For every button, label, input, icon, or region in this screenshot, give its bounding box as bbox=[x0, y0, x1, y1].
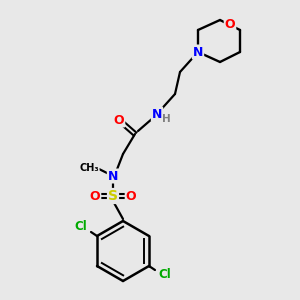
Text: H: H bbox=[162, 114, 170, 124]
Text: N: N bbox=[152, 107, 162, 121]
Text: N: N bbox=[108, 169, 118, 182]
Text: O: O bbox=[90, 190, 100, 202]
Text: CH₃: CH₃ bbox=[79, 163, 99, 173]
Text: S: S bbox=[108, 189, 118, 203]
Text: N: N bbox=[193, 46, 203, 59]
Text: O: O bbox=[114, 113, 124, 127]
Text: Cl: Cl bbox=[75, 220, 87, 233]
Text: Cl: Cl bbox=[159, 268, 171, 281]
Text: O: O bbox=[126, 190, 136, 202]
Text: O: O bbox=[225, 19, 235, 32]
